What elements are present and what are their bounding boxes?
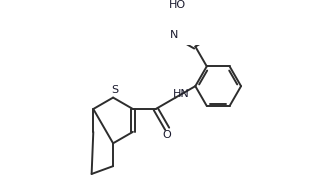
Text: N: N <box>170 30 178 40</box>
Text: S: S <box>111 85 118 95</box>
Text: O: O <box>163 130 171 140</box>
Text: HO: HO <box>169 0 186 10</box>
Text: HN: HN <box>173 89 190 99</box>
